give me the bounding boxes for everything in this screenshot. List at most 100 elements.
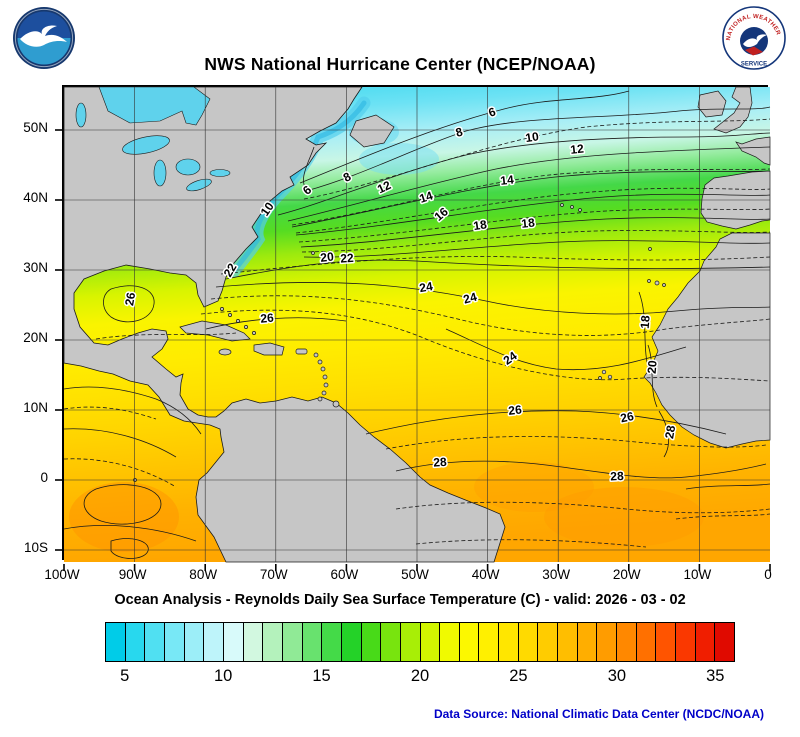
lat-tick-label: 0	[40, 470, 48, 485]
colorbar-cell	[361, 623, 382, 661]
contour-label: 18	[638, 314, 653, 329]
colorbar-cell	[263, 623, 283, 661]
colorbar-cell	[341, 623, 362, 661]
lon-tick-label: 100W	[44, 567, 80, 582]
colorbar-labels: 5 10 15 20 25 30 35	[105, 667, 735, 689]
noaa-gull-icon	[20, 25, 67, 47]
land-lesser-antilles	[313, 352, 340, 408]
colorbar-cell	[243, 623, 264, 661]
contour-label: 20	[645, 359, 660, 374]
contour-label: 10	[524, 129, 539, 145]
colorbar-cell	[459, 623, 480, 661]
colorbar-cell	[715, 623, 734, 661]
colorbar-cell	[125, 623, 146, 661]
land-puerto-rico	[295, 348, 308, 355]
lat-tick-label: 10N	[23, 400, 48, 415]
contour-label: 26	[260, 311, 275, 326]
nws-logo: NATIONAL WEATHER SERVICE	[722, 6, 786, 70]
colorbar-cell	[617, 623, 637, 661]
colorbar-cell	[204, 623, 224, 661]
map-caption: Ocean Analysis - Reynolds Daily Sea Surf…	[114, 592, 686, 608]
lon-tick-label: 50W	[401, 567, 429, 582]
colorbar-tick-label: 5	[120, 667, 130, 685]
contour-label: 24	[462, 290, 479, 307]
land-americas	[63, 86, 506, 563]
colorbar-cell	[518, 623, 539, 661]
lon-tick-label: 10W	[683, 567, 712, 582]
land-jamaica	[218, 348, 232, 356]
colorbar-tick-label: 30	[607, 667, 627, 685]
colorbar-cell	[164, 623, 185, 661]
colorbar-cell	[676, 623, 696, 661]
contour-label: 14	[418, 188, 435, 206]
colorbar-cell	[656, 623, 677, 661]
map-frame: 6 6 8 8 10 10 12 12 14 14 16 18 18 18 20 20 22 22 24 24 24 26…	[55, 85, 771, 571]
contour-label: 14	[500, 173, 515, 188]
land-ireland	[697, 90, 727, 118]
colorbar-cell	[223, 623, 244, 661]
inland-water	[75, 86, 231, 192]
lat-tick-label: 40N	[23, 190, 48, 205]
colorbar-cell	[440, 623, 460, 661]
colorbar-cell	[322, 623, 342, 661]
land-france	[735, 136, 771, 166]
lat-tick-label: 50N	[23, 120, 48, 135]
contour-label: 18	[472, 217, 487, 233]
colorbar-cell	[184, 623, 205, 661]
nws-logo-flag	[745, 46, 763, 56]
colorbar-cell	[538, 623, 559, 661]
land-britain	[713, 86, 753, 134]
nws-logo-bottom-text: SERVICE	[741, 62, 767, 68]
colorbar-cell	[558, 623, 578, 661]
colorbar-cell	[695, 623, 716, 661]
contour-label: 20	[320, 250, 335, 265]
lake-superior	[122, 135, 170, 155]
colorbar-cell	[479, 623, 500, 661]
contour-label: 18	[521, 216, 536, 231]
colorbar-tick-label: 35	[706, 667, 725, 685]
contour-label: 22	[340, 251, 355, 266]
colorbar-cell	[381, 623, 401, 661]
lat-tick-label: 20N	[23, 330, 48, 345]
contour-label: 26	[619, 409, 635, 426]
land-newfoundland	[349, 114, 395, 148]
colorbar-cell	[302, 623, 323, 661]
lake-winnipeg	[75, 102, 87, 128]
lat-axis-labels: 50N 40N 30N 20N 10N 0 10S	[0, 0, 56, 580]
noaa-logo-rim	[14, 8, 74, 68]
lon-tick-label: 90W	[118, 567, 147, 582]
lake-michigan	[153, 159, 167, 187]
land-layer	[63, 86, 771, 563]
colorbar-tick-label: 15	[312, 667, 331, 685]
contour-label: 24	[418, 279, 434, 295]
colorbar-cell	[420, 623, 441, 661]
lake-ontario	[209, 169, 231, 177]
lon-tick-label: 60W	[330, 567, 359, 582]
grid-layer	[64, 87, 770, 562]
lon-tick-label: 40W	[471, 567, 500, 582]
hudson-bay	[98, 86, 211, 126]
nws-gull-icon	[743, 34, 767, 47]
lat-tick-label: 30N	[23, 260, 48, 275]
colorbar-tick-label: 10	[213, 667, 233, 685]
lon-tick-label: 80W	[189, 567, 218, 582]
contour-label: 26	[122, 291, 138, 307]
colorbar-cell	[636, 623, 657, 661]
colorbar-cell	[106, 623, 126, 661]
colorbar-cell	[499, 623, 519, 661]
colorbar-cell	[577, 623, 598, 661]
noaa-logo	[13, 7, 75, 69]
lake-huron	[175, 158, 201, 176]
contour-label: 28	[610, 469, 624, 484]
lon-tick-label: 0	[764, 567, 772, 582]
page-title: NWS National Hurricane Center (NCEP/NOAA…	[204, 54, 596, 74]
land-africa	[643, 232, 771, 449]
contour-label: 28	[662, 424, 678, 440]
lat-tick-label: 10S	[23, 540, 48, 555]
lon-axis-labels: 100W 90W 80W 70W 60W 50W 40W 30W 20W 10W 0	[44, 567, 771, 587]
colorbar-tick-label: 20	[410, 667, 430, 685]
land-hispaniola	[253, 342, 285, 356]
